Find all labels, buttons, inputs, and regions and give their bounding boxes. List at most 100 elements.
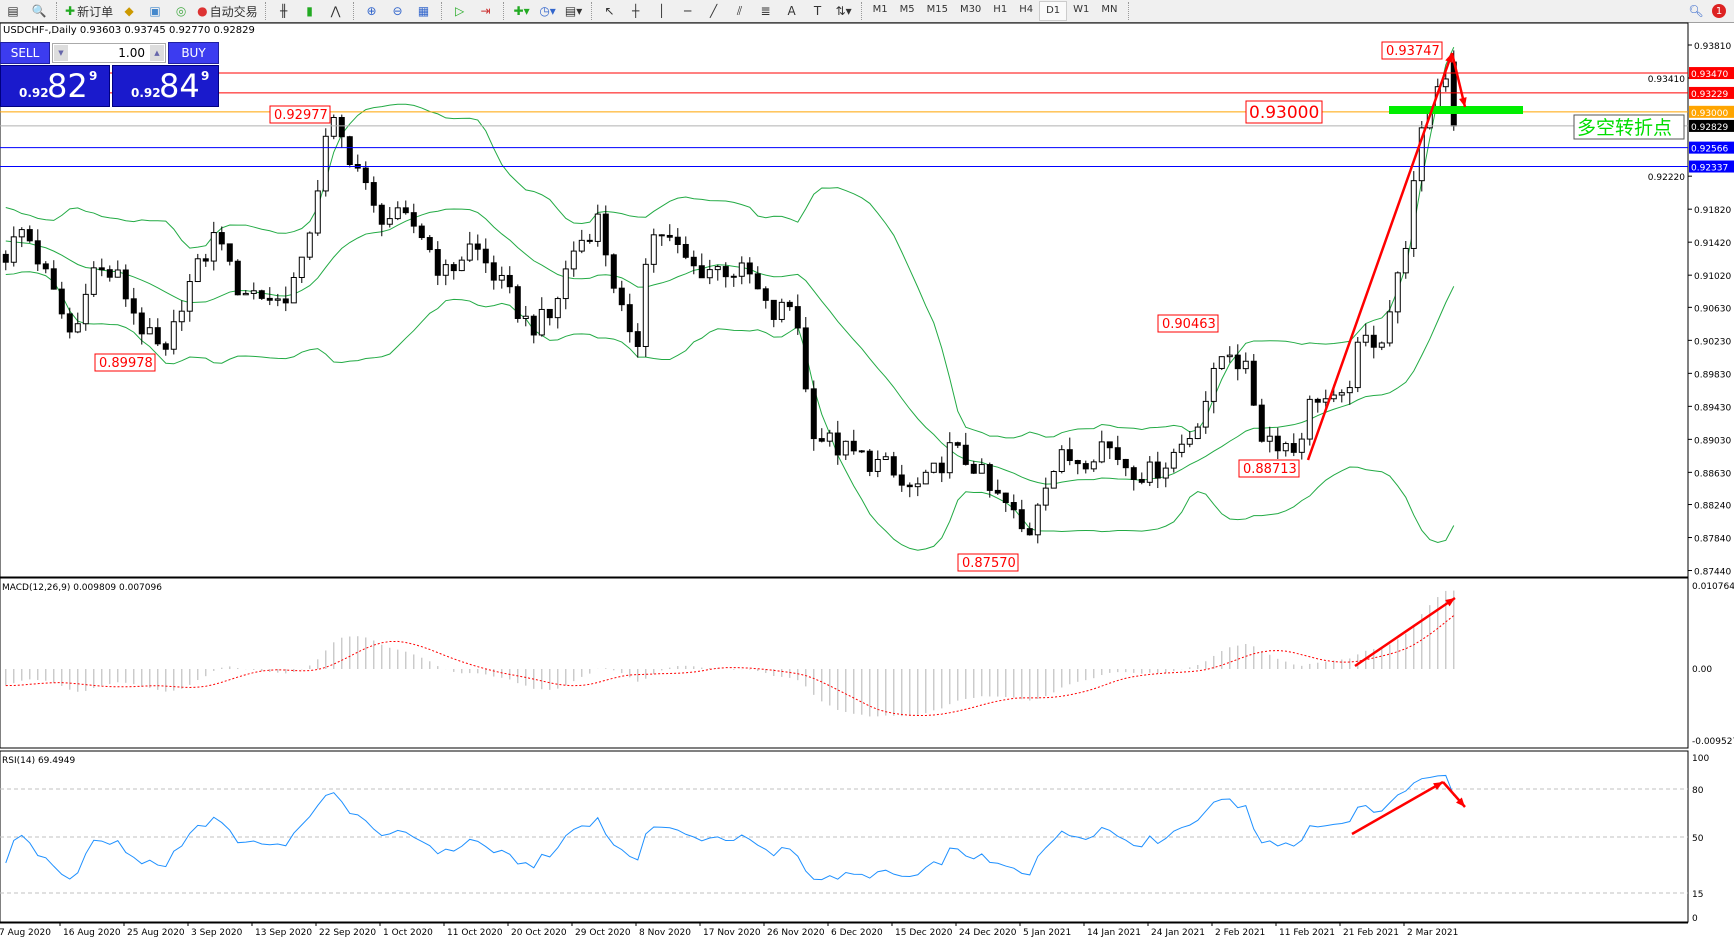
price-tick-label: 0.90230 (1694, 337, 1731, 347)
candle-body (1378, 342, 1385, 348)
candle-body (890, 456, 897, 476)
candle (1234, 344, 1241, 381)
candle (418, 223, 425, 240)
buy-price-button[interactable]: 0.92 84 9 (112, 65, 219, 107)
timeframe-h4[interactable]: H4 (1019, 4, 1034, 15)
sell-button[interactable]: SELL (0, 42, 50, 64)
timeframe-m15[interactable]: M15 (926, 4, 948, 15)
date-label: 26 Nov 2020 (767, 928, 825, 938)
fibonacci-icon[interactable]: ≣ (760, 4, 771, 18)
text-icon[interactable]: A (787, 4, 796, 18)
candle (1106, 441, 1113, 460)
candle (1122, 458, 1129, 477)
candle (586, 233, 593, 244)
candle-body (1402, 247, 1409, 274)
auto-trade-button[interactable]: ● 自动交易 (197, 2, 258, 20)
buy-button[interactable]: BUY (168, 42, 219, 64)
lot-value: 1.00 (118, 46, 145, 60)
candle (986, 462, 993, 498)
rsi-line (5, 774, 1455, 881)
indicators-icon[interactable]: ✚▾ (513, 4, 530, 18)
candle-body (810, 388, 817, 440)
zoom-search-icon[interactable]: 🔍 (31, 4, 47, 18)
signal-icon[interactable]: ◎ (175, 4, 187, 18)
timeframe-mn[interactable]: MN (1101, 4, 1118, 15)
candle-body (954, 442, 961, 446)
chart-shift-icon[interactable]: ⇥ (480, 4, 491, 18)
candle-body (818, 438, 825, 442)
candle-body (1170, 451, 1177, 469)
candle-body (26, 229, 33, 242)
trendline-icon[interactable]: ╱ (709, 4, 718, 18)
channel-icon[interactable]: ⫽ (736, 3, 743, 18)
rsi-tick-label: 100 (1692, 754, 1709, 764)
candle (722, 262, 729, 288)
candle (202, 253, 209, 267)
candle-body (394, 207, 401, 220)
bar-chart-icon[interactable]: ╫ (279, 4, 288, 18)
candle (1082, 460, 1089, 474)
timeframe-d1[interactable]: D1 (1039, 1, 1068, 21)
uptrend-arrow-head (1445, 53, 1453, 63)
candle-body (250, 290, 257, 294)
candle (618, 280, 625, 312)
candle (1394, 271, 1401, 324)
timeframe-bar: M1 M5 M15 M30 H1 H4 D1 W1 MN (867, 1, 1124, 21)
templates-icon[interactable]: ▤▾ (564, 4, 583, 18)
timeframe-m1[interactable]: M1 (872, 4, 888, 15)
candle (770, 299, 777, 328)
candle-body (1106, 441, 1113, 449)
timeframe-m5[interactable]: M5 (899, 4, 915, 15)
new-order-button[interactable]: ✚ 新订单 (65, 2, 113, 20)
zoom-in-icon[interactable]: ⊕ (366, 4, 377, 18)
price-tick-label: 0.89830 (1694, 370, 1731, 380)
autoscroll-icon[interactable]: ▷ (454, 4, 465, 18)
date-label: 8 Nov 2020 (639, 928, 691, 938)
chart-icon[interactable]: ▤ (7, 4, 19, 18)
candle-body (234, 260, 241, 296)
candle-body (554, 298, 561, 319)
cursor-icon[interactable]: ↖ (604, 4, 615, 18)
horizontal-line-icon[interactable]: ─ (683, 4, 692, 18)
sell-price-button[interactable]: 0.92 82 9 (0, 65, 110, 107)
periods-icon[interactable]: ◷▾ (539, 4, 556, 18)
candle (1386, 299, 1393, 347)
crosshair-icon[interactable]: ┼ (631, 4, 640, 18)
candle-body (1362, 334, 1369, 343)
candle-body (858, 450, 865, 453)
candle (650, 228, 657, 273)
search-icon[interactable]: 🔍︎ (1688, 4, 1704, 18)
date-label: 20 Oct 2020 (511, 928, 567, 938)
line-chart-icon[interactable]: ⋀ (330, 4, 341, 18)
rsi-tick-label: 50 (1692, 834, 1704, 844)
lot-increase-icon[interactable]: ▲ (150, 45, 164, 61)
notification-badge[interactable]: 1 (1712, 4, 1726, 18)
timeframe-w1[interactable]: W1 (1073, 4, 1090, 15)
lot-size-input[interactable]: ▼ 1.00 ▲ (52, 43, 166, 63)
tile-windows-icon[interactable]: ▦ (417, 4, 430, 18)
market-watch-icon[interactable]: ◆ (124, 4, 134, 18)
text-label-icon[interactable]: T (813, 4, 822, 18)
zoom-out-icon[interactable]: ⊖ (392, 4, 403, 18)
timeframe-h1[interactable]: H1 (993, 4, 1008, 15)
candle-body (1354, 341, 1361, 389)
candle (674, 228, 681, 254)
candle (1202, 391, 1209, 434)
candlestick-icon[interactable]: ▮ (306, 4, 313, 18)
candle-body (866, 450, 873, 472)
candle-body (698, 265, 705, 279)
vertical-line-icon[interactable]: │ (657, 4, 666, 18)
candle-body (682, 243, 689, 258)
candle (306, 231, 313, 261)
candle-body (754, 273, 761, 290)
candle (370, 176, 377, 213)
candle-body (154, 327, 161, 345)
timeframe-m30[interactable]: M30 (959, 4, 982, 15)
arrows-icon[interactable]: ⇅▾ (835, 4, 852, 18)
candle (858, 450, 865, 454)
price-tick-label: 0.93410 (1648, 75, 1685, 85)
candle (1178, 434, 1185, 458)
lot-decrease-icon[interactable]: ▼ (54, 45, 68, 61)
navigator-icon[interactable]: ▣ (149, 4, 161, 18)
